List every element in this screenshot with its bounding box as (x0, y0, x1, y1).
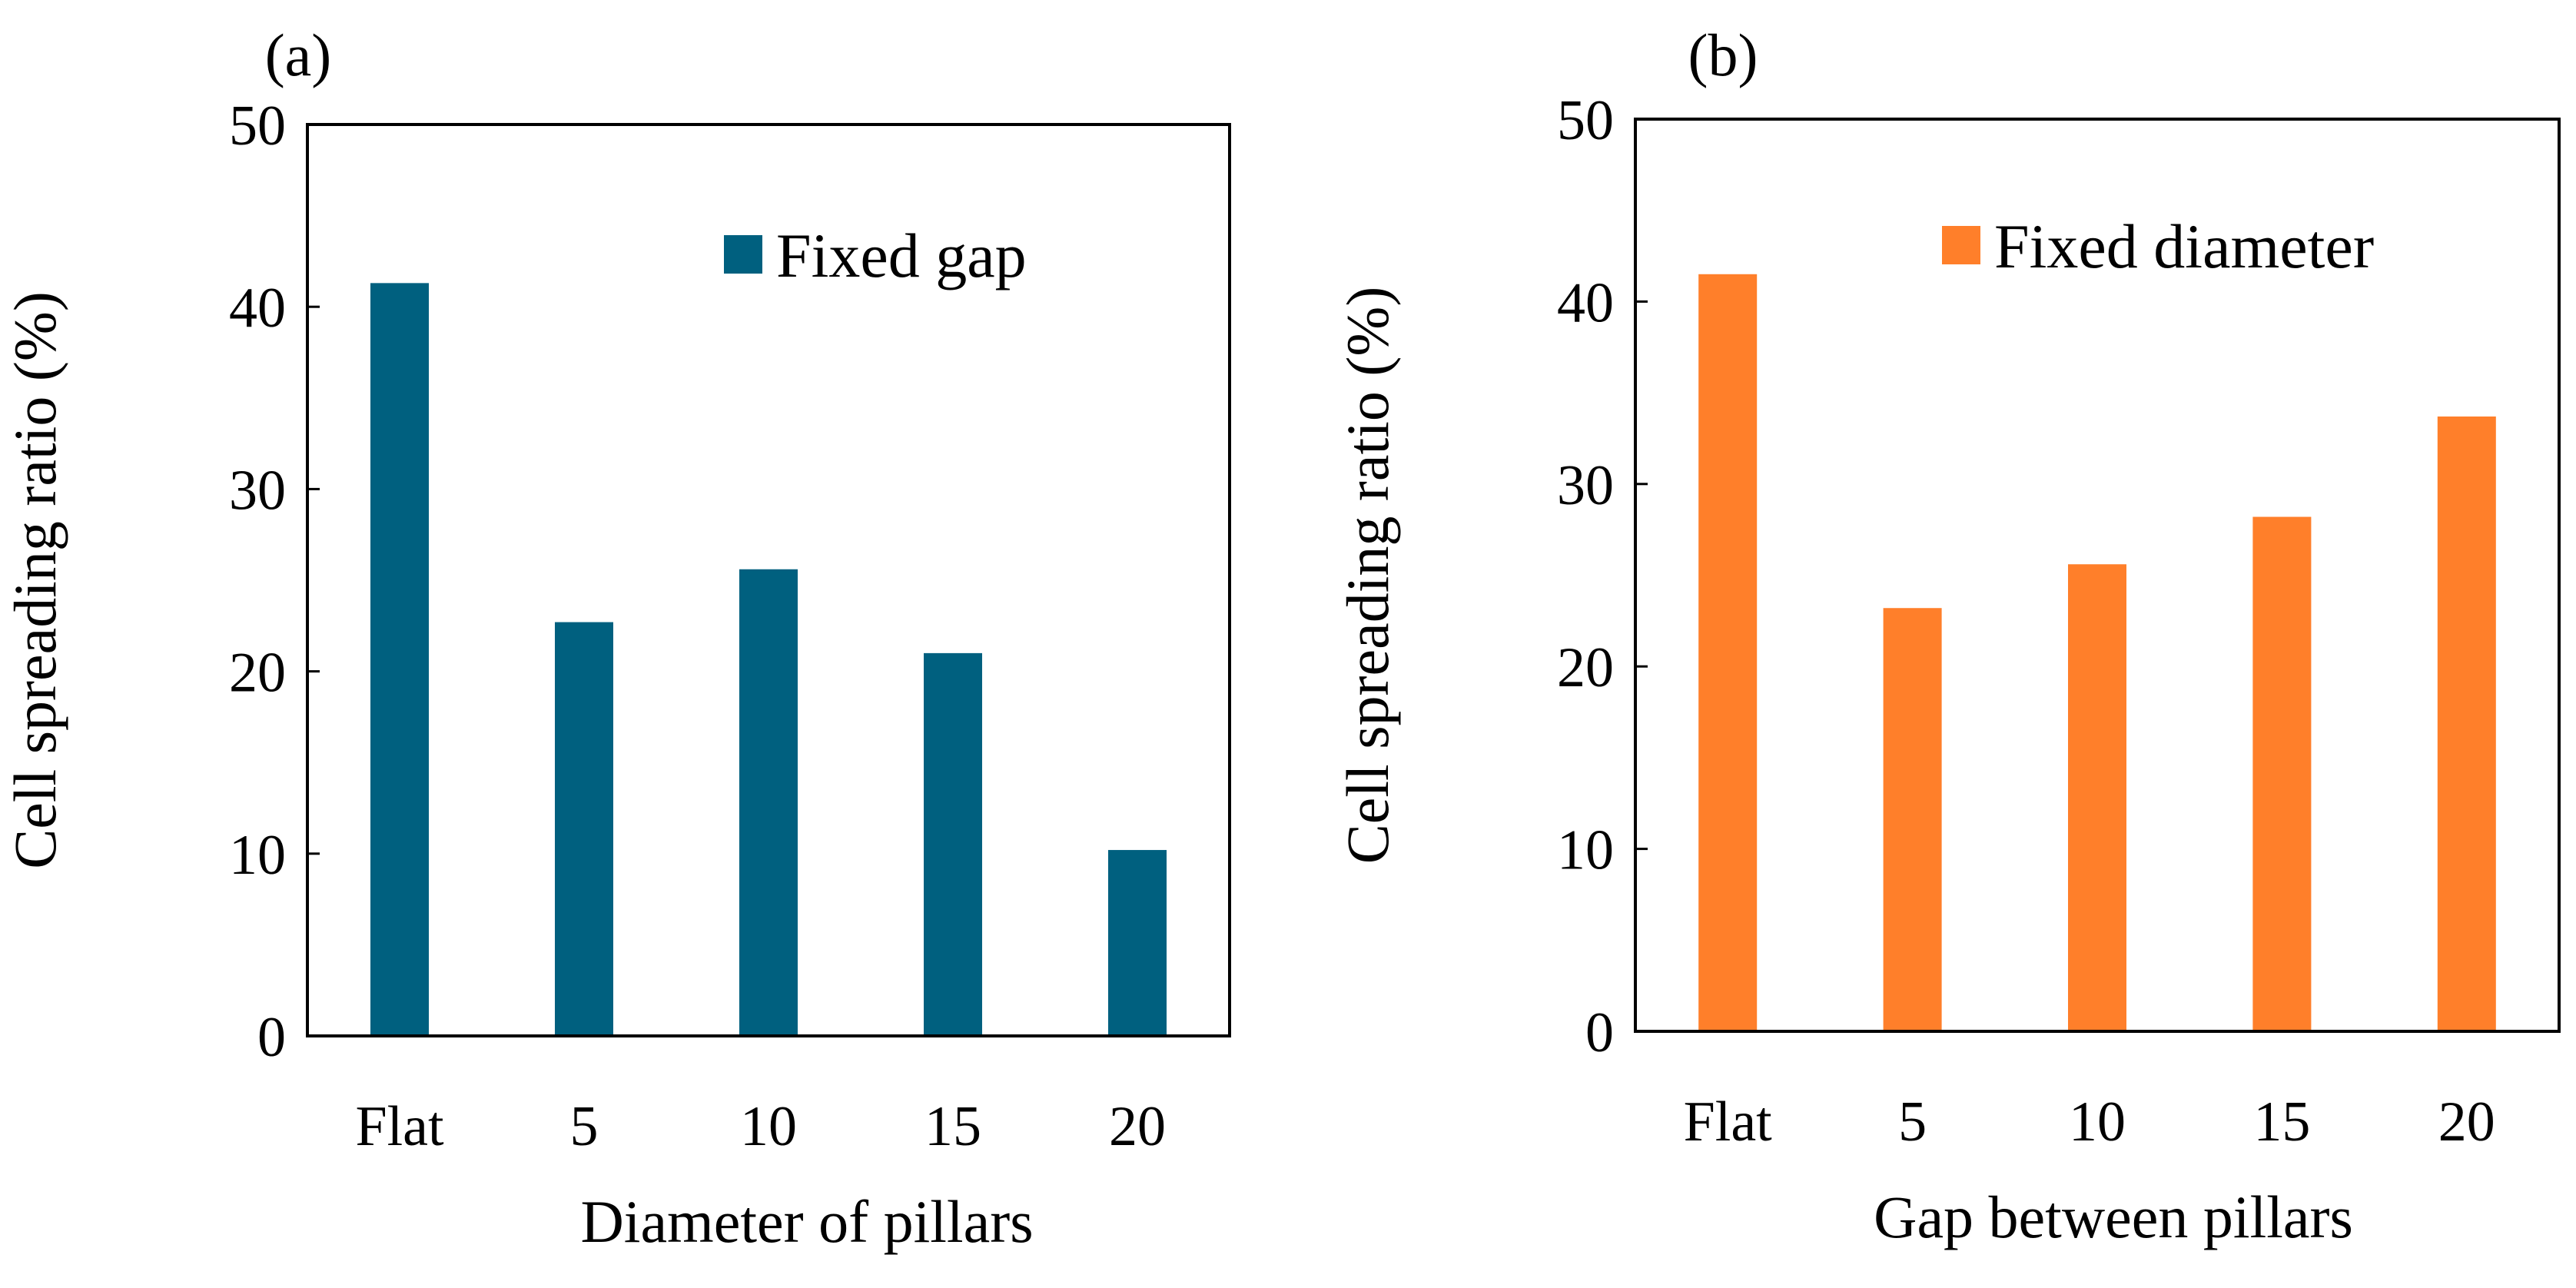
y-tick-label: 50 (1557, 89, 1614, 152)
x-tick-label: Flat (1684, 1090, 1773, 1154)
bar-20 (1108, 850, 1167, 1036)
bar-flat (1698, 274, 1758, 1031)
legend: Fixed diameter (1942, 211, 2374, 281)
plot-frame (1634, 118, 2561, 1033)
y-axis-label: Cell spreading ratio (%) (2, 291, 68, 869)
legend-swatch (724, 235, 762, 274)
x-tick-label: Flat (355, 1095, 444, 1158)
bar-10 (2068, 564, 2126, 1031)
bar-5 (1883, 608, 1942, 1031)
panel-label: (a) (265, 22, 332, 88)
bar-15 (924, 652, 982, 1036)
legend-swatch (1942, 226, 1980, 264)
y-tick-label: 20 (229, 642, 286, 705)
y-tick-label: 0 (1585, 1001, 1614, 1064)
y-tick-label: 40 (229, 277, 286, 340)
x-tick-label: 5 (1898, 1090, 1927, 1154)
y-tick-label: 20 (1557, 636, 1614, 699)
x-tick-label: 15 (2253, 1090, 2310, 1154)
bar-5 (555, 622, 613, 1036)
y-tick-label: 10 (229, 824, 286, 887)
chart-panel-b: (b) 0 10 20 30 40 50 Flat 5 10 15 20 Gap between pil… (1334, 22, 2561, 1250)
y-tick-label: 50 (229, 95, 286, 158)
bar-20 (2437, 416, 2496, 1031)
x-axis-label: Diameter of pillars (580, 1188, 1033, 1255)
x-tick-label: 20 (1109, 1095, 1166, 1158)
y-tick-label: 0 (257, 1006, 286, 1069)
y-axis-label: Cell spreading ratio (%) (1334, 287, 1401, 865)
legend: Fixed gap (724, 221, 1027, 290)
y-tick-label: 30 (1557, 454, 1614, 517)
bar-10 (739, 569, 798, 1036)
bar-15 (2252, 516, 2312, 1031)
chart-panel-a: (a) 0 10 20 30 40 50 Flat 5 10 15 20 Diameter of pil… (2, 22, 1231, 1255)
y-tick-label: 40 (1557, 271, 1614, 334)
x-tick-label: 5 (570, 1095, 599, 1158)
x-tick-label: 15 (925, 1095, 981, 1158)
x-axis-label: Gap between pillars (1874, 1183, 2353, 1250)
bar-flat (370, 283, 429, 1036)
panel-label: (b) (1688, 22, 1758, 88)
y-tick-label: 30 (229, 459, 286, 522)
legend-label: Fixed gap (776, 221, 1027, 290)
legend-label: Fixed diameter (1994, 211, 2374, 281)
plot-frame (306, 123, 1231, 1037)
x-tick-label: 10 (2069, 1090, 2126, 1154)
x-tick-label: 10 (740, 1095, 797, 1158)
x-tick-label: 20 (2438, 1090, 2495, 1154)
y-tick-label: 10 (1557, 819, 1614, 882)
